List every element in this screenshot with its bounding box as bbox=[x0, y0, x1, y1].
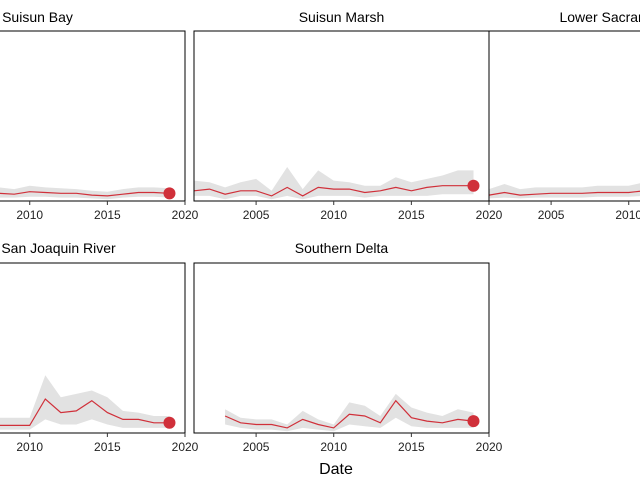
panel-title: Lower San Joaquin River bbox=[0, 240, 116, 256]
x-tick-label: 2020 bbox=[476, 440, 503, 454]
panel-title: Suisun Bay bbox=[2, 9, 73, 25]
x-tick-label: 2005 bbox=[243, 208, 270, 222]
series-line bbox=[489, 190, 640, 196]
panel-title: Southern Delta bbox=[295, 240, 389, 256]
panel-frame bbox=[0, 262, 186, 434]
panel-3: Lower San Joaquin River2005201020152020 bbox=[0, 240, 199, 454]
panel-0: Suisun Bay2005201020152020 bbox=[0, 9, 199, 222]
x-tick-label: 2010 bbox=[320, 208, 347, 222]
x-tick-label: 2020 bbox=[172, 440, 199, 454]
x-tick-label: 2010 bbox=[16, 208, 43, 222]
uncertainty-band bbox=[489, 183, 640, 199]
series-line bbox=[194, 185, 474, 197]
panel-plot-area bbox=[0, 375, 176, 430]
panel-title: Lower Sacramento River bbox=[559, 9, 640, 25]
panel-title: Suisun Marsh bbox=[299, 9, 385, 25]
uncertainty-band bbox=[225, 393, 474, 432]
panel-plot-area bbox=[194, 167, 480, 200]
latest-value-point bbox=[163, 187, 176, 200]
x-tick-label: 2005 bbox=[243, 440, 270, 454]
series-line bbox=[0, 398, 170, 426]
uncertainty-band bbox=[0, 375, 170, 430]
x-tick-label: 2020 bbox=[172, 208, 199, 222]
series-line bbox=[224, 399, 474, 429]
panel-plot-area bbox=[489, 183, 640, 199]
panel-1: Suisun Marsh 2005 2010 2015 2020 bbox=[193, 9, 503, 222]
panel-2: Lower Sacramento River2005201020152020 bbox=[488, 9, 640, 222]
panels-layer: Suisun Bay 2005 2010 2015 2020 Suisun Marsh 20… bbox=[0, 9, 640, 454]
panel-plot-area bbox=[224, 393, 480, 432]
series-line bbox=[0, 191, 170, 197]
x-tick-label: 2010 bbox=[16, 440, 43, 454]
panel-frame bbox=[0, 30, 186, 202]
panel-frame bbox=[488, 30, 640, 202]
x-tick-label: 2015 bbox=[94, 440, 121, 454]
x-tick-label: 2015 bbox=[398, 208, 425, 222]
x-tick-label: 2015 bbox=[94, 208, 121, 222]
uncertainty-band bbox=[194, 167, 474, 200]
panel-plot-area bbox=[0, 185, 176, 200]
latest-value-point bbox=[163, 416, 176, 429]
x-tick-label: 2020 bbox=[476, 208, 503, 222]
panel-frame bbox=[193, 262, 490, 434]
x-tick-label: 2015 bbox=[398, 440, 425, 454]
latest-value-point bbox=[467, 179, 480, 192]
x-tick-label: 2010 bbox=[320, 440, 347, 454]
uncertainty-band bbox=[0, 185, 170, 200]
x-tick-label: 2005 bbox=[538, 208, 565, 222]
latest-value-point bbox=[467, 415, 480, 428]
x-axis-title: Date bbox=[319, 461, 353, 478]
x-tick-label: 2010 bbox=[615, 208, 640, 222]
panel-4: Southern Delta 2005 2010 2015 2020 bbox=[193, 240, 503, 454]
